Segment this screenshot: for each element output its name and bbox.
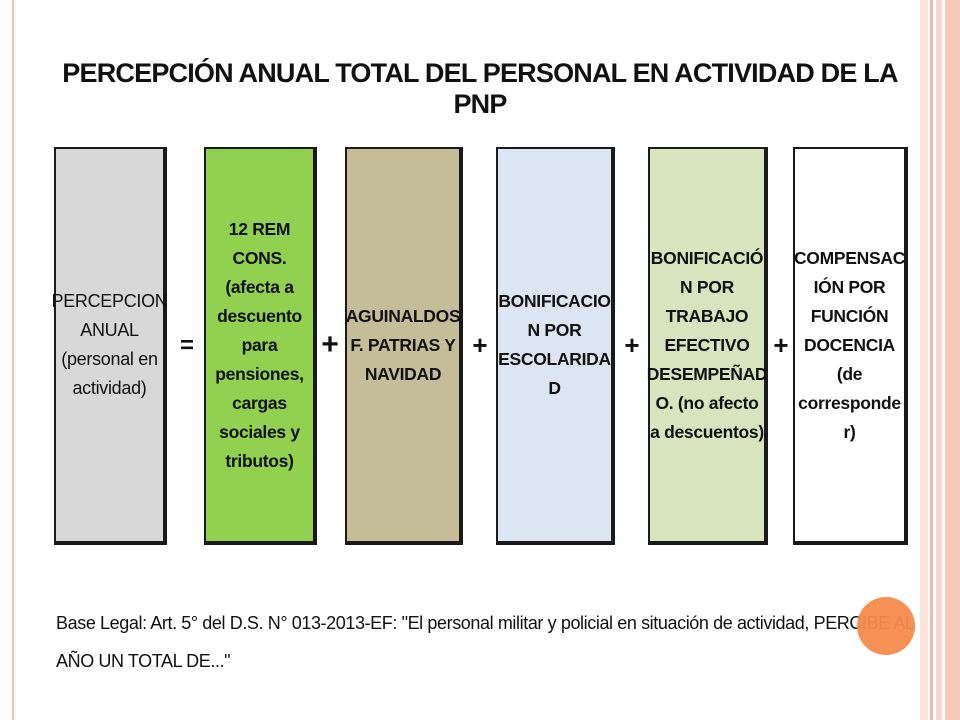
- box-line: (personal en: [61, 349, 158, 369]
- box-line: corresponde: [798, 392, 901, 413]
- box-text: BONIFICACIO N POR ESCOLARIDA D: [494, 287, 615, 403]
- legal-basis-text: Base Legal: Art. 5° del D.S. N° 013-2013…: [56, 613, 914, 671]
- box-line: BONIFICACIÓ: [650, 247, 764, 268]
- box-line: ANUAL: [80, 320, 139, 340]
- box-line: tributos): [225, 450, 294, 471]
- box-line: N POR: [527, 320, 582, 340]
- box-text: PERCEPCION ANUAL (personal en actividad): [47, 287, 171, 403]
- box-bonificacion-trabajo: BONIFICACIÓ N POR TRABAJO EFECTIVO DESEMPEÑA…: [647, 147, 768, 545]
- box-line: r): [843, 421, 856, 442]
- box-line: IÓN POR: [813, 276, 886, 297]
- box-line: D: [548, 378, 561, 398]
- box-line: TRABAJO: [665, 305, 749, 326]
- box-line: NAVIDAD: [364, 363, 442, 384]
- box-line: AGUINALDOS: [345, 305, 461, 326]
- box-line: N POR: [680, 276, 734, 297]
- slide-frame-right-edge: [945, 0, 960, 720]
- box-text: COMPENSAC IÓN POR FUNCIÓN DOCENCIA (de corres…: [790, 244, 909, 447]
- slide-frame-right: [920, 0, 928, 720]
- box-line: cargas: [232, 392, 287, 413]
- slide-frame-right-band: [936, 0, 942, 720]
- box-line: PERCEPCION: [51, 291, 168, 311]
- plus-operator: +: [773, 330, 789, 360]
- box-line: sociales y: [219, 421, 300, 442]
- slide-frame-right-line: [930, 0, 933, 720]
- box-text: BONIFICACIÓ N POR TRABAJO EFECTIVO DESEMPEÑA…: [643, 244, 772, 447]
- box-line: (afecta a: [225, 276, 294, 297]
- box-remuneraciones: 12 REM CONS. (afecta a descuento para pension…: [204, 147, 317, 545]
- box-line: a descuentos): [650, 421, 764, 442]
- box-percepcion-anual: PERCEPCION ANUAL (personal en actividad): [51, 147, 168, 545]
- box-line: DESEMPEÑAD: [646, 363, 768, 384]
- plus-operator: +: [472, 330, 488, 360]
- box-line: F. PATRIAS Y: [350, 334, 456, 355]
- box-line: (de: [836, 363, 863, 384]
- box-line: EFECTIVO: [664, 334, 750, 355]
- box-line: pensiones,: [215, 363, 304, 384]
- box-line: 12 REM: [228, 218, 291, 239]
- box-text: AGUINALDOS F. PATRIAS Y NAVIDAD: [342, 302, 465, 389]
- box-aguinaldos: AGUINALDOS F. PATRIAS Y NAVIDAD: [345, 147, 463, 545]
- box-compensacion-docencia: COMPENSAC IÓN POR FUNCIÓN DOCENCIA (de corres…: [793, 147, 908, 545]
- box-text: 12 REM CONS. (afecta a descuento para pension…: [211, 215, 307, 476]
- box-line: CONS.: [232, 247, 287, 268]
- box-line: descuento: [217, 305, 302, 326]
- box-line: actividad): [72, 378, 147, 398]
- plus-operator: +: [321, 328, 339, 361]
- box-line: ESCOLARIDA: [498, 349, 611, 369]
- slide-title: PERCEPCIÓN ANUAL TOTAL DEL PERSONAL EN A…: [62, 58, 898, 119]
- box-line: DOCENCIA: [804, 334, 895, 355]
- box-line: COMPENSAC: [793, 247, 906, 268]
- decorative-orange-circle: [857, 597, 915, 655]
- slide-frame-left: [12, 0, 14, 720]
- box-bonificacion-escolaridad: BONIFICACIO N POR ESCOLARIDA D: [496, 147, 615, 545]
- box-line: para: [241, 334, 278, 355]
- plus-operator: +: [624, 330, 640, 360]
- box-line: FUNCIÓN: [810, 305, 889, 326]
- box-line: O. (no afecto: [655, 392, 759, 413]
- box-line: BONIFICACIO: [498, 291, 611, 311]
- equals-operator: =: [179, 332, 194, 359]
